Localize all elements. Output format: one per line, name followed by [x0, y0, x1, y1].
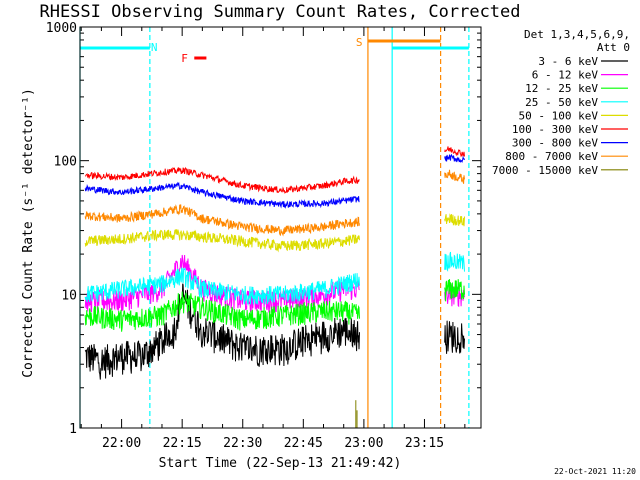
legend-label: 100 - 300 keV — [512, 123, 598, 136]
legend-label: 3 - 6 keV — [538, 55, 598, 68]
flag-label: F — [181, 52, 188, 65]
x-tick-label: 23:00 — [344, 436, 383, 451]
y-tick-label: 1 — [69, 422, 77, 437]
legend-label: 300 - 800 keV — [512, 137, 598, 150]
footer-timestamp: 22-Oct-2021 11:20 — [554, 467, 636, 476]
x-tick-label: 23:15 — [405, 436, 444, 451]
x-tick-label: 22:45 — [284, 436, 323, 451]
x-axis: 22:00 22:15 22:30 22:45 23:00 23:15 — [80, 27, 466, 451]
plot-frame — [79, 26, 482, 429]
series-trace — [84, 181, 360, 209]
series-100-300-keV — [85, 146, 465, 194]
series-trace — [444, 153, 465, 164]
y-tick-label: 10 — [61, 288, 77, 303]
flag-bar — [80, 46, 150, 50]
series-trace — [444, 169, 465, 184]
series-trace — [444, 279, 465, 302]
series-trace — [444, 251, 465, 272]
series-800-7000-keV — [84, 169, 465, 237]
y-axis: 1 10 100 1000 — [46, 21, 481, 437]
flag-label: N — [151, 41, 158, 54]
y-tick-label: 100 — [54, 155, 77, 170]
legend-label: 7000 - 15000 keV — [492, 164, 598, 177]
legend-label: 25 - 50 keV — [525, 96, 598, 109]
series-trace — [85, 166, 360, 194]
x-tick-label: 22:15 — [163, 436, 202, 451]
flag-bar — [392, 46, 469, 50]
series-trace — [84, 204, 360, 237]
y-axis-label: Corrected Count Rate (s⁻¹ detector⁻¹) — [21, 88, 36, 378]
series-trace — [84, 267, 360, 306]
series-300-800-keV — [84, 153, 465, 209]
x-tick-label: 22:30 — [223, 436, 262, 451]
series-50-100-keV — [84, 213, 465, 253]
flag-bar — [194, 56, 207, 60]
series-trace — [84, 229, 360, 253]
series-7000-15000-keV — [355, 400, 358, 428]
series-trace — [444, 213, 465, 227]
flag-bar — [367, 39, 441, 43]
legend-label: 12 - 25 keV — [525, 82, 598, 95]
series-12-25-keV — [84, 279, 465, 332]
series-3-6-keV — [84, 283, 465, 380]
legend-label: 6 - 12 keV — [532, 69, 599, 82]
x-axis-label: Start Time (22-Sep-13 21:49:42) — [159, 456, 402, 471]
legend-label: 50 - 100 keV — [519, 109, 599, 122]
legend-label: 800 - 7000 keV — [505, 150, 598, 163]
flag-label: S — [356, 36, 363, 49]
plot-area: N F S — [79, 27, 470, 428]
legend-header-line-2: Att 0 — [597, 41, 630, 54]
chart-title: RHESSI Observing Summary Count Rates, Co… — [39, 2, 520, 22]
series-25-50-keV — [84, 251, 465, 306]
series-trace — [84, 283, 360, 380]
series-trace — [444, 146, 465, 158]
x-tick-label: 22:00 — [102, 436, 141, 451]
legend-header-line-1: Det 1,3,4,5,6,9, — [524, 28, 630, 41]
series-trace — [84, 291, 360, 332]
series-trace — [444, 320, 465, 354]
y-tick-label: 1000 — [46, 21, 77, 36]
series-trace — [84, 254, 360, 313]
